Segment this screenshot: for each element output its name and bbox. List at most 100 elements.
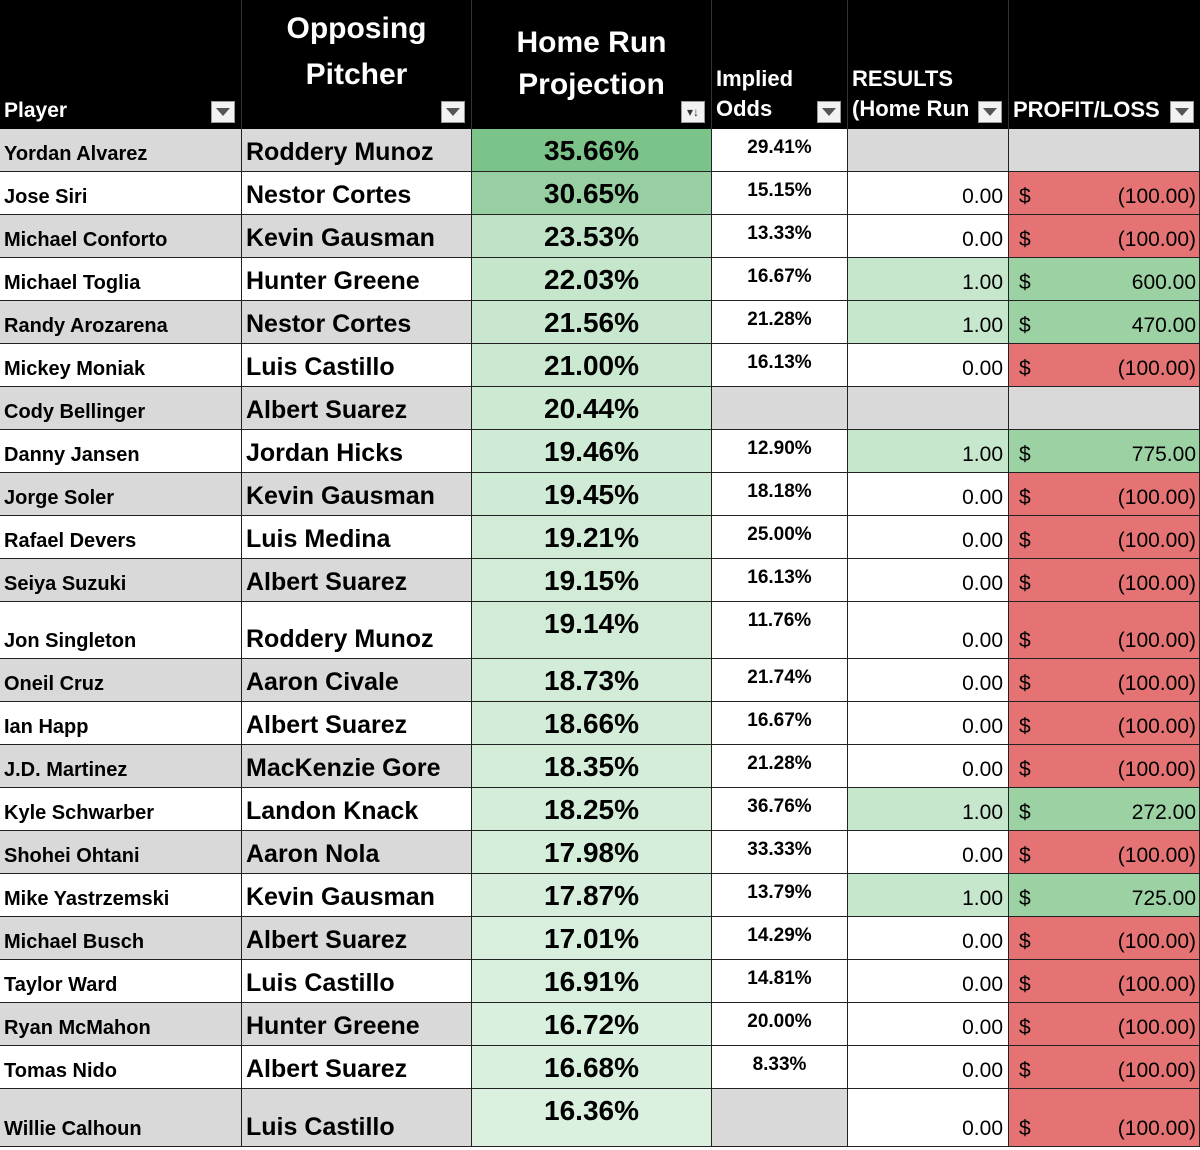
cell-odds[interactable]: 11.76% xyxy=(712,602,848,659)
cell-player[interactable]: Cody Bellinger xyxy=(0,387,242,430)
cell-player[interactable]: Yordan Alvarez xyxy=(0,129,242,172)
cell-odds[interactable]: 21.28% xyxy=(712,301,848,344)
cell-projection[interactable]: 16.72% xyxy=(472,1003,712,1046)
cell-player[interactable]: Tomas Nido xyxy=(0,1046,242,1089)
cell-odds[interactable]: 16.67% xyxy=(712,702,848,745)
cell-result[interactable]: 1.00 xyxy=(848,301,1009,344)
cell-projection[interactable]: 18.73% xyxy=(472,659,712,702)
cell-profit-loss[interactable]: $ (100.00) xyxy=(1009,1046,1200,1089)
cell-result[interactable]: 0.00 xyxy=(848,344,1009,387)
cell-player[interactable]: Michael Toglia xyxy=(0,258,242,301)
cell-pitcher[interactable]: Albert Suarez xyxy=(242,387,472,430)
filter-dropdown-profit[interactable] xyxy=(1170,101,1194,123)
cell-odds[interactable]: 36.76% xyxy=(712,788,848,831)
cell-profit-loss[interactable]: $ (100.00) xyxy=(1009,745,1200,788)
cell-odds[interactable]: 13.33% xyxy=(712,215,848,258)
cell-projection[interactable]: 18.25% xyxy=(472,788,712,831)
header-results[interactable]: RESULTS (Home Run xyxy=(848,0,1009,129)
cell-odds[interactable]: 33.33% xyxy=(712,831,848,874)
cell-pitcher[interactable]: Luis Medina xyxy=(242,516,472,559)
cell-projection[interactable]: 21.00% xyxy=(472,344,712,387)
cell-player[interactable]: Mike Yastrzemski xyxy=(0,874,242,917)
sort-filter-dropdown-projection[interactable]: ▾↓ xyxy=(681,101,705,123)
cell-projection[interactable]: 16.68% xyxy=(472,1046,712,1089)
cell-profit-loss[interactable]: $ (100.00) xyxy=(1009,917,1200,960)
cell-profit-loss[interactable]: $ (100.00) xyxy=(1009,1089,1200,1147)
cell-result[interactable]: 0.00 xyxy=(848,831,1009,874)
cell-projection[interactable]: 30.65% xyxy=(472,172,712,215)
cell-projection[interactable]: 17.98% xyxy=(472,831,712,874)
cell-odds[interactable]: 16.67% xyxy=(712,258,848,301)
cell-profit-loss[interactable]: $ (100.00) xyxy=(1009,344,1200,387)
cell-player[interactable]: Jose Siri xyxy=(0,172,242,215)
cell-pitcher[interactable]: Luis Castillo xyxy=(242,344,472,387)
cell-result[interactable]: 0.00 xyxy=(848,1046,1009,1089)
cell-pitcher[interactable]: Hunter Greene xyxy=(242,258,472,301)
header-pitcher[interactable]: Opposing Pitcher xyxy=(242,0,472,129)
cell-profit-loss[interactable] xyxy=(1009,387,1200,430)
cell-pitcher[interactable]: Aaron Civale xyxy=(242,659,472,702)
cell-profit-loss[interactable]: $ (100.00) xyxy=(1009,473,1200,516)
header-profit[interactable]: PROFIT/LOSS xyxy=(1009,0,1200,129)
cell-projection[interactable]: 18.66% xyxy=(472,702,712,745)
cell-player[interactable]: J.D. Martinez xyxy=(0,745,242,788)
cell-pitcher[interactable]: Jordan Hicks xyxy=(242,430,472,473)
cell-odds[interactable] xyxy=(712,387,848,430)
cell-profit-loss[interactable]: $725.00 xyxy=(1009,874,1200,917)
cell-player[interactable]: Oneil Cruz xyxy=(0,659,242,702)
cell-odds[interactable]: 20.00% xyxy=(712,1003,848,1046)
cell-odds[interactable]: 16.13% xyxy=(712,344,848,387)
cell-projection[interactable]: 17.01% xyxy=(472,917,712,960)
cell-pitcher[interactable]: Hunter Greene xyxy=(242,1003,472,1046)
cell-result[interactable]: 0.00 xyxy=(848,702,1009,745)
cell-player[interactable]: Michael Busch xyxy=(0,917,242,960)
cell-projection[interactable]: 19.46% xyxy=(472,430,712,473)
cell-player[interactable]: Shohei Ohtani xyxy=(0,831,242,874)
cell-profit-loss[interactable]: $ (100.00) xyxy=(1009,960,1200,1003)
cell-player[interactable]: Kyle Schwarber xyxy=(0,788,242,831)
cell-odds[interactable]: 16.13% xyxy=(712,559,848,602)
cell-player[interactable]: Seiya Suzuki xyxy=(0,559,242,602)
cell-player[interactable]: Rafael Devers xyxy=(0,516,242,559)
cell-odds[interactable]: 25.00% xyxy=(712,516,848,559)
filter-dropdown-pitcher[interactable] xyxy=(441,101,465,123)
cell-pitcher[interactable]: Aaron Nola xyxy=(242,831,472,874)
cell-player[interactable]: Ian Happ xyxy=(0,702,242,745)
cell-projection[interactable]: 21.56% xyxy=(472,301,712,344)
cell-profit-loss[interactable] xyxy=(1009,129,1200,172)
cell-player[interactable]: Taylor Ward xyxy=(0,960,242,1003)
cell-odds[interactable]: 13.79% xyxy=(712,874,848,917)
cell-odds[interactable]: 14.29% xyxy=(712,917,848,960)
cell-player[interactable]: Danny Jansen xyxy=(0,430,242,473)
filter-dropdown-results[interactable] xyxy=(978,101,1002,123)
cell-projection[interactable]: 16.36% xyxy=(472,1089,712,1147)
cell-player[interactable]: Jorge Soler xyxy=(0,473,242,516)
cell-player[interactable]: Michael Conforto xyxy=(0,215,242,258)
cell-result[interactable]: 1.00 xyxy=(848,788,1009,831)
cell-profit-loss[interactable]: $272.00 xyxy=(1009,788,1200,831)
header-projection[interactable]: Home Run Projection ▾↓ xyxy=(472,0,712,129)
cell-projection[interactable]: 19.21% xyxy=(472,516,712,559)
cell-projection[interactable]: 35.66% xyxy=(472,129,712,172)
cell-odds[interactable]: 14.81% xyxy=(712,960,848,1003)
cell-pitcher[interactable]: Landon Knack xyxy=(242,788,472,831)
cell-result[interactable]: 0.00 xyxy=(848,473,1009,516)
cell-result[interactable]: 0.00 xyxy=(848,215,1009,258)
cell-odds[interactable]: 8.33% xyxy=(712,1046,848,1089)
cell-projection[interactable]: 16.91% xyxy=(472,960,712,1003)
cell-result[interactable]: 1.00 xyxy=(848,430,1009,473)
cell-player[interactable]: Randy Arozarena xyxy=(0,301,242,344)
cell-pitcher[interactable]: Nestor Cortes xyxy=(242,301,472,344)
cell-odds[interactable]: 15.15% xyxy=(712,172,848,215)
header-player[interactable]: Player xyxy=(0,0,242,129)
filter-dropdown-player[interactable] xyxy=(211,101,235,123)
cell-profit-loss[interactable]: $ (100.00) xyxy=(1009,702,1200,745)
cell-result[interactable]: 0.00 xyxy=(848,559,1009,602)
cell-profit-loss[interactable]: $ (100.00) xyxy=(1009,659,1200,702)
filter-dropdown-odds[interactable] xyxy=(817,101,841,123)
cell-pitcher[interactable]: Nestor Cortes xyxy=(242,172,472,215)
cell-result[interactable]: 1.00 xyxy=(848,258,1009,301)
cell-profit-loss[interactable]: $775.00 xyxy=(1009,430,1200,473)
cell-odds[interactable]: 21.28% xyxy=(712,745,848,788)
cell-profit-loss[interactable]: $470.00 xyxy=(1009,301,1200,344)
